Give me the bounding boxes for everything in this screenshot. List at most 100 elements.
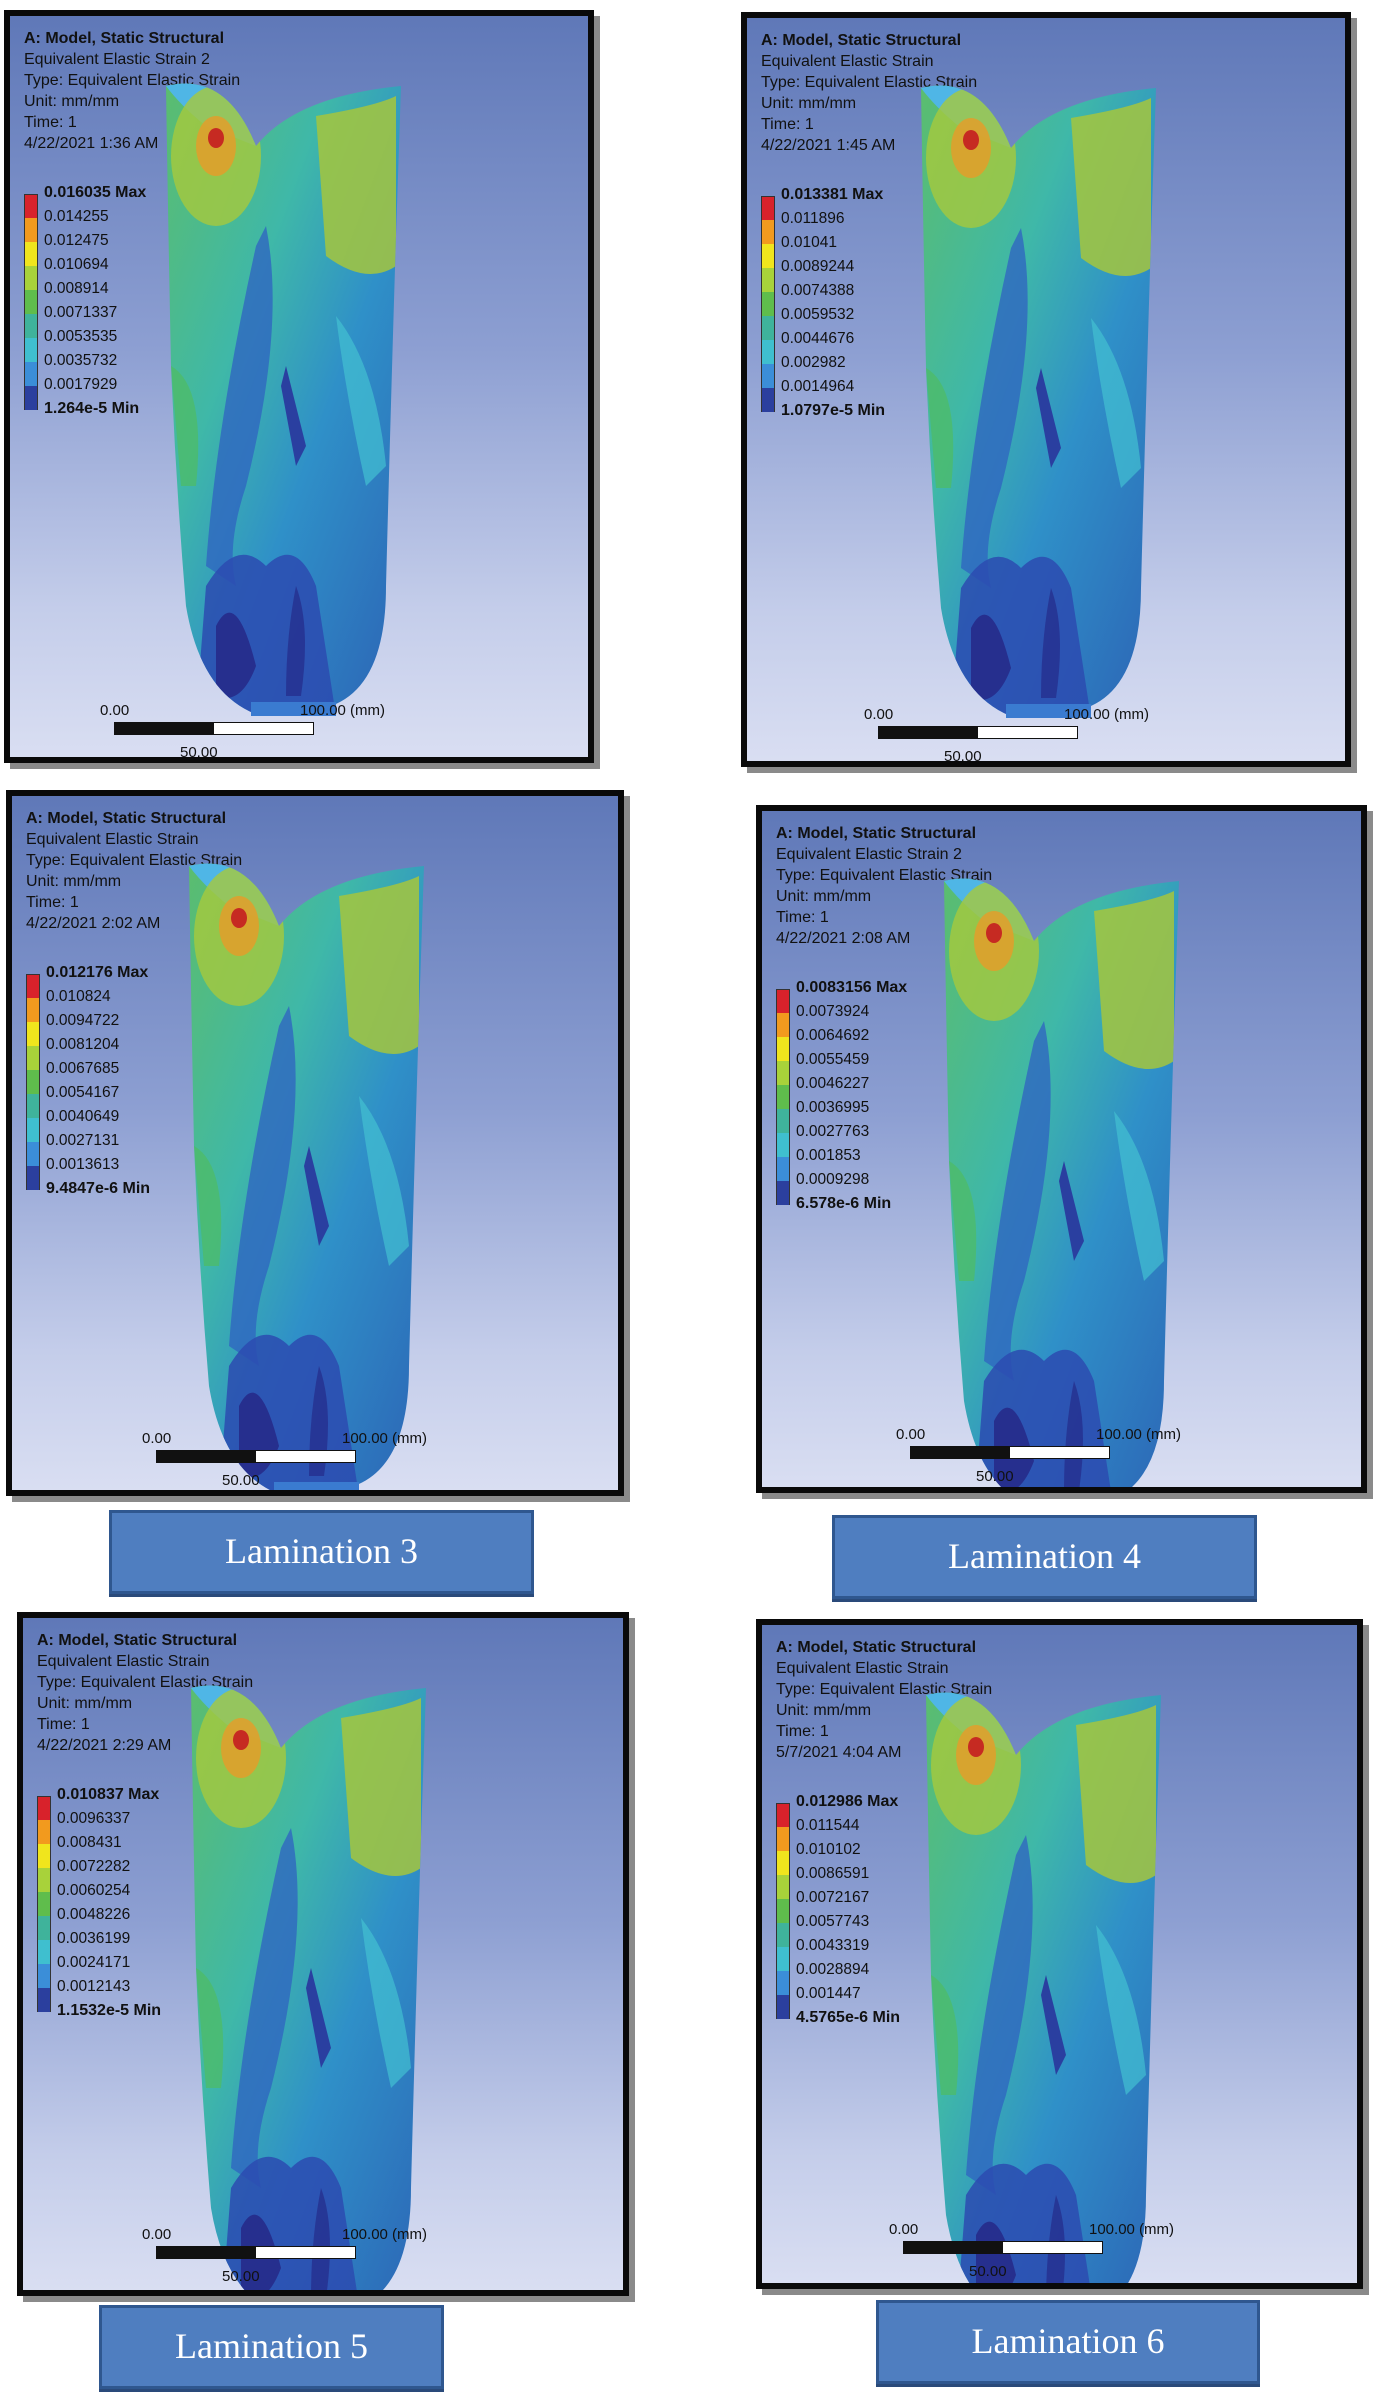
- lamination-3-label: Lamination 3: [109, 1510, 534, 1594]
- legend-value: 0.0055459: [796, 1051, 870, 1068]
- legend-value: 0.0067685: [46, 1060, 120, 1077]
- legend-value: 0.0040649: [46, 1108, 120, 1125]
- legend-value: 0.012176 Max: [46, 964, 149, 981]
- result-name: Equivalent Elastic Strain 2: [776, 846, 962, 863]
- legend-swatch: [24, 386, 38, 410]
- result-name: Equivalent Elastic Strain: [761, 53, 934, 70]
- scale-mid: 50.00: [969, 2263, 1007, 2280]
- scale-ruler: [910, 1446, 1110, 1459]
- legend-value: 0.0094722: [46, 1012, 120, 1029]
- legend-swatch: [37, 1820, 51, 1844]
- scale-max: 100.00 (mm): [1096, 1426, 1182, 1443]
- legend-value: 0.0060254: [57, 1882, 131, 1899]
- legend-value: 0.0043319: [796, 1937, 870, 1954]
- legend-min: 4.5765e-6 Min: [796, 2009, 901, 2026]
- result-panel: A: Model, Static Structural Equivalent E…: [741, 12, 1351, 767]
- result-name: Equivalent Elastic Strain: [26, 831, 199, 848]
- legend-value: 0.013381 Max: [781, 186, 884, 203]
- legend-value: 0.0024171: [57, 1954, 131, 1971]
- result-time: Time: 1: [26, 894, 79, 911]
- legend-value: 0.0013613: [46, 1156, 120, 1173]
- legend-swatch: [776, 1013, 790, 1037]
- legend-value: 0.0046227: [796, 1075, 870, 1092]
- legend-value: 0.0073924: [796, 1003, 870, 1020]
- legend-min: 1.0797e-5 Min: [781, 402, 886, 419]
- legend-value: 0.0009298: [796, 1171, 870, 1188]
- legend-value: 0.0036995: [796, 1099, 870, 1116]
- legend-swatch: [26, 1022, 40, 1046]
- legend-swatch: [26, 1166, 40, 1190]
- strain-contour-model: [944, 878, 1179, 1487]
- legend-value: 0.0027131: [46, 1132, 120, 1149]
- result-info: A: Model, Static Structural Equivalent E…: [24, 28, 240, 154]
- scale-mid: 50.00: [944, 748, 982, 765]
- legend-swatch: [776, 1803, 790, 1827]
- model-title: A: Model, Static Structural: [761, 32, 962, 49]
- model-title: A: Model, Static Structural: [37, 1632, 238, 1649]
- scale-bar: 0.00 100.00 (mm) 50.00: [889, 2221, 1209, 2283]
- scale-ruler: [156, 2246, 356, 2259]
- result-time: Time: 1: [37, 1716, 90, 1733]
- result-name: Equivalent Elastic Strain: [776, 1660, 949, 1677]
- result-date: 4/22/2021 1:45 AM: [761, 137, 896, 154]
- legend-swatch: [776, 1827, 790, 1851]
- legend-swatch: [24, 242, 38, 266]
- legend-swatch: [761, 268, 775, 292]
- legend-swatch: [761, 364, 775, 388]
- legend-swatch: [761, 292, 775, 316]
- result-panel: A: Model, Static Structural Equivalent E…: [4, 10, 594, 763]
- legend-swatch: [776, 1899, 790, 1923]
- result-name: Equivalent Elastic Strain: [37, 1653, 210, 1670]
- legend-value: 0.002982: [781, 354, 846, 371]
- legend-swatch: [776, 1037, 790, 1061]
- legend-value: 0.008914: [44, 280, 109, 297]
- legend-swatch: [776, 1851, 790, 1875]
- legend-value: 0.0017929: [44, 376, 118, 393]
- legend-value: 0.001853: [796, 1147, 861, 1164]
- scale-mid: 50.00: [976, 1468, 1014, 1485]
- legend-value: 0.0054167: [46, 1084, 120, 1101]
- scale-bar: 0.00 100.00 (mm) 50.00: [896, 1426, 1216, 1487]
- lamination-6-label: Lamination 6: [876, 2300, 1260, 2384]
- legend-swatch: [24, 266, 38, 290]
- legend-swatch: [776, 1133, 790, 1157]
- lamination-5-label: Lamination 5: [99, 2305, 444, 2389]
- scale-mid: 50.00: [180, 744, 218, 761]
- result-panel: A: Model, Static Structural Equivalent E…: [756, 1619, 1363, 2289]
- result-type: Type: Equivalent Elastic Strain: [776, 867, 993, 884]
- legend-swatch: [776, 1109, 790, 1133]
- legend-value: 0.0057743: [796, 1913, 870, 1930]
- legend-value: 0.011544: [796, 1817, 860, 1834]
- legend-swatch: [24, 290, 38, 314]
- legend-swatch: [761, 244, 775, 268]
- legend-swatch: [26, 1142, 40, 1166]
- result-time: Time: 1: [24, 114, 77, 131]
- scale-max: 100.00 (mm): [1089, 2221, 1175, 2238]
- scale-max: 100.00 (mm): [342, 1430, 428, 1447]
- strain-contour-model: [189, 863, 424, 1490]
- legend-value: 0.010694: [44, 256, 109, 273]
- legend-swatch: [37, 1940, 51, 1964]
- result-info: A: Model, Static Structural Equivalent E…: [37, 1630, 253, 1756]
- result-panel: A: Model, Static Structural Equivalent E…: [17, 1612, 629, 2296]
- scale-mid: 50.00: [222, 1472, 260, 1489]
- legend-min: 1.1532e-5 Min: [57, 2002, 162, 2019]
- lamination-4-label: Lamination 4: [832, 1515, 1257, 1599]
- result-info: A: Model, Static Structural Equivalent E…: [776, 823, 992, 949]
- model-title: A: Model, Static Structural: [776, 1639, 977, 1656]
- result-unit: Unit: mm/mm: [761, 95, 857, 112]
- legend-value: 0.0044676: [781, 330, 855, 347]
- legend-min: 9.4847e-6 Min: [46, 1180, 151, 1197]
- legend-value: 0.0064692: [796, 1027, 870, 1044]
- legend-value: 0.001447: [796, 1985, 861, 2002]
- result-time: Time: 1: [761, 116, 814, 133]
- scale-zero: 0.00: [100, 702, 130, 719]
- legend-value: 0.0027763: [796, 1123, 870, 1140]
- scale-max: 100.00 (mm): [300, 702, 386, 719]
- scale-zero: 0.00: [896, 1426, 926, 1443]
- legend-value: 0.0072167: [796, 1889, 870, 1906]
- legend-swatch: [26, 1046, 40, 1070]
- legend-swatch: [37, 1868, 51, 1892]
- legend-swatch: [26, 998, 40, 1022]
- strain-contour-model: [166, 83, 401, 716]
